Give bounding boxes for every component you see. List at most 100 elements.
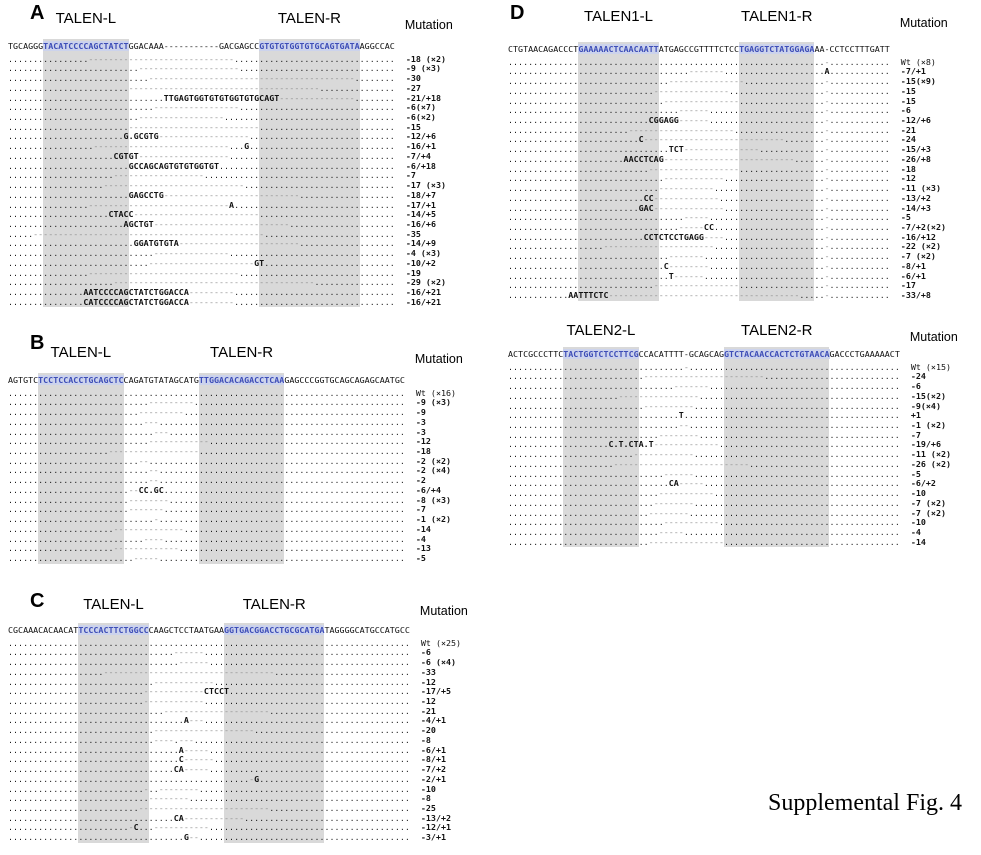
sequence-row: ...........................------------C… <box>8 686 452 697</box>
panel-letter-b: B <box>30 332 45 354</box>
sequence-row: ................................T------.… <box>508 270 926 281</box>
sequence-row: ...........................------------.… <box>8 696 436 707</box>
mutation-label: -8/+1 <box>900 260 926 271</box>
mutation-label: -1 (×2) <box>910 420 946 431</box>
mutation-label: +1 <box>910 410 921 421</box>
mutation-label: -4 <box>415 533 426 544</box>
sequence-row: ............................CGGAGG------… <box>508 115 931 126</box>
mutation-label: -17 <box>900 280 916 291</box>
mutation-label: -9 (×3) <box>415 397 452 408</box>
mutation-label: -14 <box>415 523 431 534</box>
talen-left-highlight-band <box>563 347 639 548</box>
mutation-column-header: Mutation <box>414 352 463 366</box>
mutation-label: -6 (×4) <box>420 657 457 668</box>
sequence-row: ............................------------… <box>508 536 926 547</box>
mutation-label: -17/+5 <box>420 686 452 697</box>
mutation-label: -7 (×2) <box>900 251 936 262</box>
sequence-row: ..................................--....… <box>508 420 946 431</box>
mutation-label: -17/+1 <box>405 199 436 210</box>
talen-right-label: TALEN-R <box>210 344 274 361</box>
mutation-label: -35 <box>405 228 421 239</box>
mutation-label: -25 <box>420 802 436 813</box>
sequence-row: ............................------------… <box>8 436 431 447</box>
mutation-label: -7 <box>405 170 416 181</box>
sequence-row: .....................-------------......… <box>8 543 431 554</box>
mutation-label: -14/+3 <box>900 202 931 213</box>
mutation-label: -29 (×2) <box>405 277 446 288</box>
alignment-block-d1: TALEN1-L TALEN1-R Mutation CTGTAACAGACCCTGA… <box>508 9 948 301</box>
mutation-label: -6(×7) <box>405 102 436 113</box>
sequence-row: .......................G.GCGTG----------… <box>8 131 436 142</box>
mutation-label: -7 (×2) <box>910 507 946 518</box>
sequence-row: ...............................---------… <box>508 517 926 528</box>
sequence-row: ................................CA-----.… <box>508 478 936 489</box>
panel-letter-d: D <box>510 2 525 24</box>
sequence-row: .............................-----------… <box>8 248 441 259</box>
sequence-row: ..................................A-----… <box>8 744 447 755</box>
sequence-row: .............................-----------… <box>8 676 436 687</box>
alignment-block-d2: TALEN2-L TALEN2-R Mutation ACTCGCCCTTCTACTG… <box>508 323 958 548</box>
mutation-label: -27 <box>405 82 421 93</box>
mutation-label: -15(×2) <box>910 390 946 401</box>
mutation-label: -2 (×4) <box>415 465 452 476</box>
reference-sequence-row: CTGTAACAGACCCTGAAAAACTCAACAATTATGAGCCGTT… <box>508 44 890 54</box>
sequence-row: .....-----------------------------------… <box>8 228 421 239</box>
panel-letter-c: C <box>30 590 45 612</box>
sequence-row: .............................-..........… <box>8 514 452 525</box>
sequence-row: ..............................--------..… <box>508 429 921 440</box>
mutation-label: -7/+2 <box>420 764 447 775</box>
sequence-row: ........................-------.........… <box>8 504 426 515</box>
mutation-label: -13 <box>415 543 431 554</box>
sequence-row: ............AATTTCTC--------------------… <box>508 289 931 300</box>
sequence-row: ..............................-----.....… <box>508 526 921 537</box>
talen-right-highlight-band <box>198 373 285 564</box>
mutation-label: -6(×2) <box>405 112 436 123</box>
sequence-row: ..........................--............… <box>8 455 452 466</box>
mutation-label: -12 <box>415 436 431 447</box>
mutation-label: -33 <box>420 666 436 677</box>
sequence-row: .....................------------------.… <box>8 170 416 181</box>
mutation-label: -10 <box>910 517 926 528</box>
mutation-label: -4/+1 <box>420 715 447 726</box>
mutation-label: -9(×4) <box>910 400 941 411</box>
sequence-row: ........................................… <box>8 637 462 648</box>
sequence-row: ...........................CC-----------… <box>508 192 931 203</box>
reference-sequence-row: TGCAGGGTACATCCCCAGCTATCTGGACAAA---------… <box>8 41 395 51</box>
sequence-row: ................................-------.… <box>508 251 936 262</box>
sequence-row: ............................---------...… <box>8 397 452 408</box>
sequence-row: ....................................----… <box>508 66 926 77</box>
mutation-label: -13/+2 <box>900 192 931 203</box>
sequence-row: ...........................----.........… <box>8 533 426 544</box>
mutation-label: Wt (×25) <box>420 637 462 648</box>
sequence-row: ........................-C...-----------… <box>8 822 452 833</box>
talen-right-label: TALEN2-R <box>741 322 813 339</box>
mutation-label: -14/+5 <box>405 209 436 220</box>
sequence-row: ...............AATCCCCAGCTATCTGGACCA----… <box>8 286 441 297</box>
mutation-label: -2 (×2) <box>415 455 452 466</box>
mutation-label: -12 <box>900 173 916 184</box>
sequence-row: .................................------.… <box>8 647 431 658</box>
mutation-label: -6/+1 <box>900 270 926 281</box>
mutation-label: -9 <box>415 407 426 418</box>
mutation-label: -10 <box>420 783 436 794</box>
sequence-row: ................------------------------… <box>8 199 436 210</box>
sequence-row: ..................................T.....… <box>508 410 921 421</box>
mutation-label: -15(×9) <box>900 76 936 87</box>
mutation-label: -18/+7 <box>405 189 436 200</box>
mutation-label: -7 <box>910 429 921 440</box>
sequence-row: ...........................-------------… <box>508 371 926 382</box>
mutation-label: -17 (×3) <box>405 180 446 191</box>
mutation-label: -18 (×2) <box>405 53 446 64</box>
mutation-label: -24 <box>910 371 926 382</box>
sequence-row: ............................--..........… <box>8 465 452 476</box>
sequence-row: ........................GCCAGCAGTGTGTGGT… <box>8 160 436 171</box>
sequence-row: .................................CA-----… <box>8 764 447 775</box>
sequence-row: ....................CTACC---------------… <box>8 209 436 220</box>
mutation-label: -7 (×2) <box>910 497 947 508</box>
sequence-row: ................................TCT-----… <box>508 144 931 155</box>
mutation-label: -1 (×2) <box>415 514 452 525</box>
sequence-row: ...............................C--------… <box>508 260 926 271</box>
sequence-row: ........................----------------… <box>8 82 421 93</box>
sequence-row: ..........................---------.....… <box>8 407 426 418</box>
